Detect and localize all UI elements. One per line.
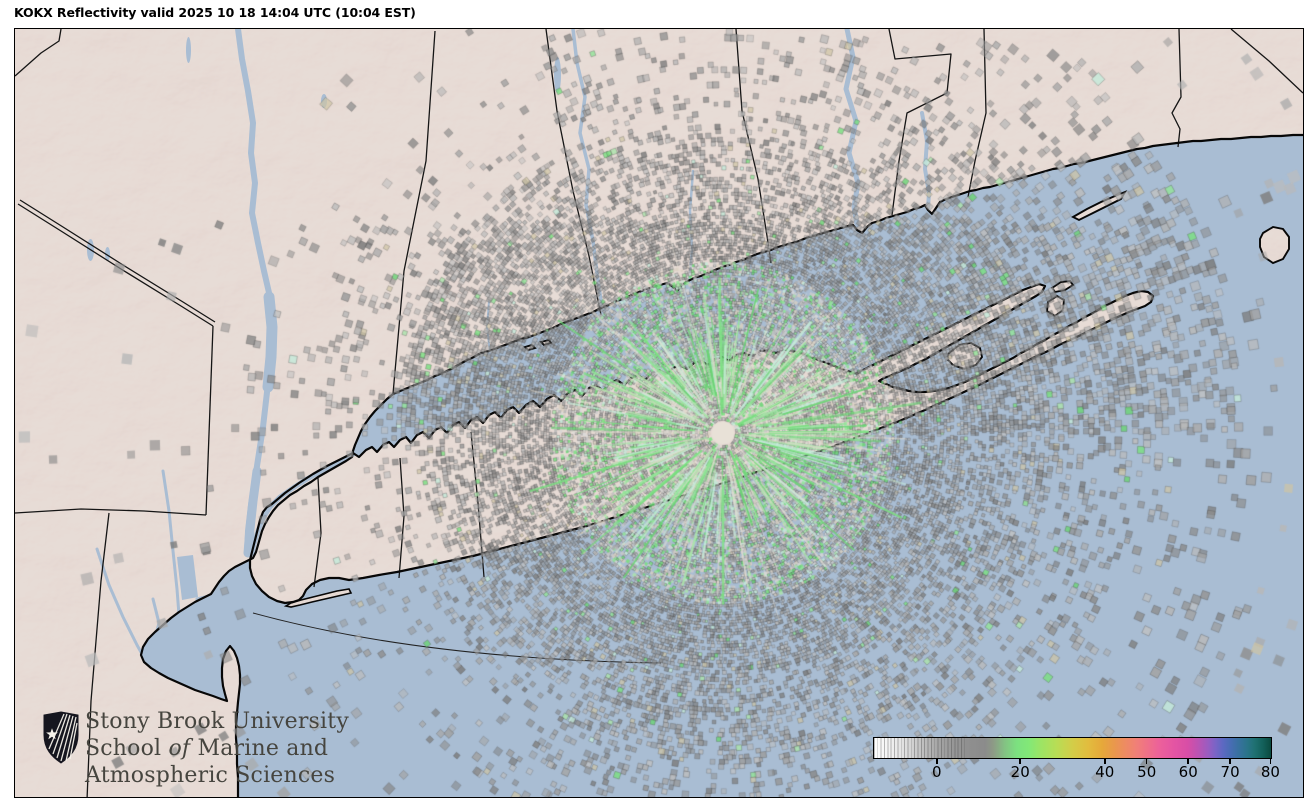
colorbar-tick-label: 40 <box>1095 763 1115 781</box>
colorbar-tick-label: 80 <box>1260 763 1280 781</box>
colorbar-tick <box>936 759 938 764</box>
sbu-shield-icon <box>43 711 79 764</box>
colorbar-tick <box>1269 759 1272 764</box>
colorbar-tick-label: 70 <box>1220 763 1240 781</box>
colorbar-tick <box>1145 759 1148 764</box>
colorbar-tick-label: 0 <box>932 763 942 781</box>
colorbar-discrete-bins <box>874 738 966 758</box>
colorbar-tick <box>1229 759 1231 764</box>
logo-line-2: School of Marine and <box>85 736 329 761</box>
radar-map-frame <box>14 28 1304 798</box>
radar-clutter-canvas <box>15 29 1303 797</box>
colorbar-tick <box>1187 759 1189 764</box>
colorbar-tick <box>1104 759 1106 764</box>
logo-line-1: Stony Brook University <box>85 709 349 734</box>
reflectivity-colorbar <box>873 737 1272 759</box>
colorbar-tick <box>1019 759 1021 764</box>
sbu-logo: Stony Brook University School of Marine … <box>42 708 349 789</box>
page-title: KOKX Reflectivity valid 2025 10 18 14:04… <box>14 5 416 20</box>
colorbar-tick-label: 20 <box>1010 763 1030 781</box>
star-icon <box>46 728 58 740</box>
logo-text: Stony Brook University School of Marine … <box>85 708 349 789</box>
colorbar-tick-label: 50 <box>1137 763 1157 781</box>
colorbar-tick-label: 60 <box>1178 763 1198 781</box>
logo-line-3: Atmospheric Sciences <box>85 763 336 788</box>
colorbar-gradient <box>874 738 1271 758</box>
